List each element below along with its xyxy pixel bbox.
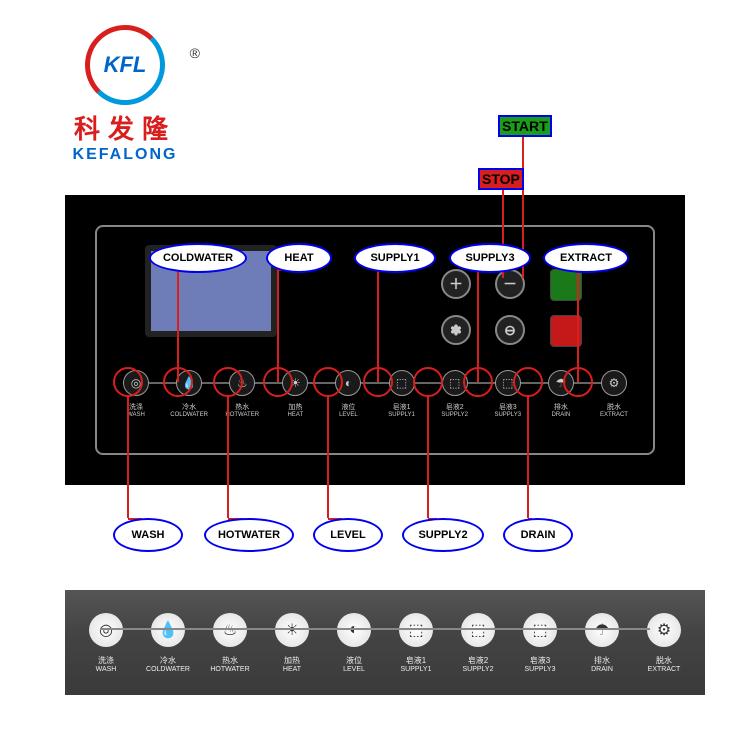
closeup-extract: ⚙ 脱水 EXTRACT	[639, 613, 689, 673]
closeup-label-en: HOTWATER	[205, 666, 255, 673]
callout-hotwater: HOTWATER	[204, 518, 294, 552]
line-level	[327, 396, 329, 518]
icon-label-en: SUPPLY1	[379, 412, 425, 418]
stop-tag: STOP	[478, 168, 524, 190]
line-extract	[577, 269, 579, 382]
logo-cn: 科发隆	[55, 109, 195, 146]
icon-label-cn: 脱水	[591, 402, 637, 412]
ring-drain	[513, 367, 543, 397]
logo-abbr: KFL	[104, 52, 147, 78]
line-supply2	[427, 396, 429, 518]
closeup-label-en: COLDWATER	[143, 666, 193, 673]
icon-label-cn: 液位	[325, 402, 371, 412]
panel-small-button-3[interactable]: ⊖	[495, 315, 525, 345]
line-coldwater	[177, 269, 179, 382]
closeup-label-en: SUPPLY3	[515, 666, 565, 673]
closeup-label-cn: 加热	[267, 655, 317, 666]
closeup-label-cn: 热水	[205, 655, 255, 666]
callout-wash: WASH	[113, 518, 183, 552]
icon-label-cn: 皂液2	[432, 402, 478, 412]
extract-icon: ⚙	[647, 613, 681, 647]
line-heat	[277, 269, 279, 382]
closeup-label-cn: 皂液1	[391, 655, 441, 666]
panel-small-button-0[interactable]: ＋	[441, 269, 471, 299]
line-hotwater	[227, 396, 229, 518]
closeup-label-en: HEAT	[267, 666, 317, 673]
closeup-supply1: ⬚ 皂液1 SUPPLY1	[391, 613, 441, 673]
extract-icon: ⚙	[601, 370, 627, 396]
panel-small-button-1[interactable]: －	[495, 269, 525, 299]
closeup-label-cn: 脱水	[639, 655, 689, 666]
icon-label-en: SUPPLY2	[432, 412, 478, 418]
strip-connector-line	[100, 628, 650, 630]
closeup-wash: ◎ 洗涤 WASH	[81, 613, 131, 673]
closeup-label-cn: 冷水	[143, 655, 193, 666]
ring-heat	[263, 367, 293, 397]
line-supply1	[377, 269, 379, 382]
line-supply3	[477, 269, 479, 382]
logo-circle: KFL	[85, 25, 165, 105]
ring-supply2	[413, 367, 443, 397]
icon-label-en: WASH	[113, 412, 159, 418]
control-panel: ＋－✽⊖ ◎ 洗涤 WASH💧 冷水 COLDWATER♨ 热水 HOTWATE…	[65, 195, 685, 485]
icon-label-en: EXTRACT	[591, 412, 637, 418]
icon-label-cn: 皂液1	[379, 402, 425, 412]
callout-coldwater: COLDWATER	[149, 243, 247, 273]
closeup-label-en: DRAIN	[577, 666, 627, 673]
icon-label-cn: 洗涤	[113, 402, 159, 412]
closeup-label-en: SUPPLY1	[391, 666, 441, 673]
icon-label-cn: 加热	[272, 402, 318, 412]
ring-extract	[563, 367, 593, 397]
ring-hotwater	[213, 367, 243, 397]
closeup-label-en: SUPPLY2	[453, 666, 503, 673]
closeup-label-en: EXTRACT	[639, 666, 689, 673]
callout-supply3: SUPPLY3	[449, 243, 531, 273]
callout-supply2: SUPPLY2	[402, 518, 484, 552]
closeup-label-cn: 皂液3	[515, 655, 565, 666]
callout-extract: EXTRACT	[543, 243, 629, 273]
start-tag: START	[498, 115, 552, 137]
closeup-label-en: LEVEL	[329, 666, 379, 673]
closeup-coldwater: 💧 冷水 COLDWATER	[143, 613, 193, 673]
closeup-drain: ☂ 排水 DRAIN	[577, 613, 627, 673]
icon-label-en: HEAT	[272, 412, 318, 418]
icon-label-cn: 排水	[538, 402, 584, 412]
icon-label-en: DRAIN	[538, 412, 584, 418]
callout-supply1: SUPPLY1	[354, 243, 436, 273]
icon-label-en: LEVEL	[325, 412, 371, 418]
closeup-label-cn: 洗涤	[81, 655, 131, 666]
closeup-label-cn: 皂液2	[453, 655, 503, 666]
icon-label-cn: 皂液3	[485, 402, 531, 412]
ring-level	[313, 367, 343, 397]
closeup-heat: ☀ 加热 HEAT	[267, 613, 317, 673]
ring-coldwater	[163, 367, 193, 397]
callout-level: LEVEL	[313, 518, 383, 552]
ring-wash	[113, 367, 143, 397]
closeup-level: ◐ 液位 LEVEL	[329, 613, 379, 673]
registered-mark: ®	[190, 45, 200, 61]
closeup-label-en: WASH	[81, 666, 131, 673]
ring-supply3	[463, 367, 493, 397]
icon-label-en: COLDWATER	[166, 412, 212, 418]
function-button-extract[interactable]: ⚙ 脱水 EXTRACT	[591, 370, 637, 418]
callout-heat: HEAT	[266, 243, 332, 273]
logo-en: KEFALONG	[55, 146, 195, 164]
closeup-label-cn: 液位	[329, 655, 379, 666]
closeup-supply2: ⬚ 皂液2 SUPPLY2	[453, 613, 503, 673]
closeup-label-cn: 排水	[577, 655, 627, 666]
callout-drain: DRAIN	[503, 518, 573, 552]
button-closeup-strip: ◎ 洗涤 WASH💧 冷水 COLDWATER♨ 热水 HOTWATER☀ 加热…	[65, 590, 705, 695]
line-wash	[127, 396, 129, 518]
panel-small-button-2[interactable]: ✽	[441, 315, 471, 345]
icon-label-en: SUPPLY3	[485, 412, 531, 418]
closeup-hotwater: ♨ 热水 HOTWATER	[205, 613, 255, 673]
icon-label-cn: 冷水	[166, 402, 212, 412]
closeup-supply3: ⬚ 皂液3 SUPPLY3	[515, 613, 565, 673]
logo: KFL ® 科发隆 KEFALONG	[55, 25, 195, 164]
ring-supply1	[363, 367, 393, 397]
line-drain	[527, 396, 529, 518]
